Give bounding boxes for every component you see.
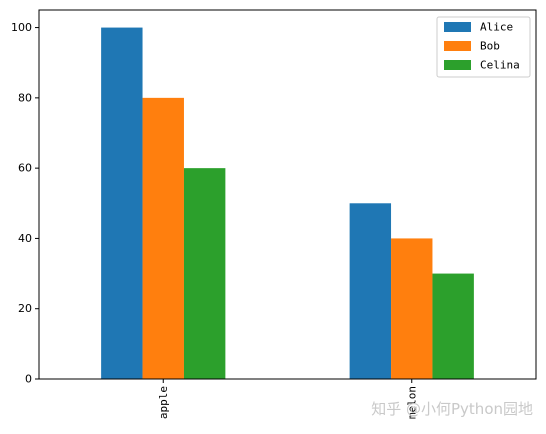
legend-label-celina: Celina bbox=[480, 59, 520, 72]
y-tick-label: 0 bbox=[25, 373, 32, 386]
plot-frame bbox=[38, 9, 537, 380]
legend-swatch-bob bbox=[444, 41, 471, 51]
bar-celina-melon bbox=[432, 273, 474, 379]
bars-layer bbox=[101, 27, 474, 379]
y-tick-label: 100 bbox=[11, 21, 32, 34]
legend: Alice Bob Celina bbox=[436, 16, 531, 78]
y-axis: 0 20 40 60 80 100 bbox=[11, 21, 39, 386]
bar-bob-apple bbox=[142, 97, 184, 379]
y-tick-label: 40 bbox=[18, 232, 32, 245]
watermark: 知乎 @小何Python园地 bbox=[371, 400, 533, 418]
bar-alice-apple bbox=[101, 27, 143, 379]
x-tick-label: melon bbox=[405, 386, 418, 419]
bar-celina-apple bbox=[183, 168, 226, 379]
legend-swatch-celina bbox=[444, 60, 471, 70]
x-axis: apple melon bbox=[157, 379, 418, 419]
bar-alice-melon bbox=[349, 203, 392, 379]
y-tick-label: 80 bbox=[18, 91, 32, 104]
bar-bob-melon bbox=[391, 238, 433, 379]
y-tick-label: 20 bbox=[18, 302, 32, 315]
legend-label-bob: Bob bbox=[480, 40, 500, 53]
y-tick-label: 60 bbox=[18, 162, 32, 175]
legend-label-alice: Alice bbox=[480, 21, 513, 34]
legend-swatch-alice bbox=[444, 22, 471, 32]
x-tick-label: apple bbox=[157, 386, 170, 419]
